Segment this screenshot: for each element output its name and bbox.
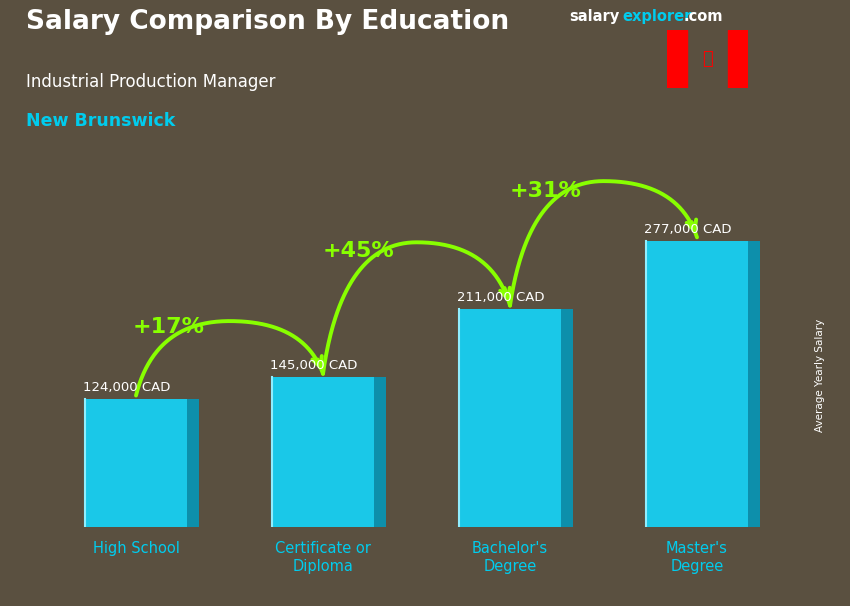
- Text: New Brunswick: New Brunswick: [26, 112, 175, 130]
- Polygon shape: [84, 399, 187, 527]
- Text: Certificate or
Diploma: Certificate or Diploma: [275, 541, 371, 574]
- Text: Bachelor's
Degree: Bachelor's Degree: [472, 541, 548, 574]
- Text: salary: salary: [570, 9, 620, 24]
- Text: High School: High School: [93, 541, 179, 556]
- Polygon shape: [459, 309, 561, 527]
- Polygon shape: [271, 378, 374, 527]
- Text: 277,000 CAD: 277,000 CAD: [644, 222, 731, 236]
- Text: +17%: +17%: [133, 318, 205, 338]
- Text: Salary Comparison By Education: Salary Comparison By Education: [26, 9, 508, 35]
- Polygon shape: [646, 241, 748, 527]
- Text: .com: .com: [683, 9, 722, 24]
- Text: +45%: +45%: [323, 241, 394, 261]
- Text: explorer: explorer: [622, 9, 692, 24]
- Text: 124,000 CAD: 124,000 CAD: [83, 381, 170, 394]
- Polygon shape: [728, 30, 748, 88]
- Polygon shape: [374, 378, 386, 527]
- Polygon shape: [561, 309, 573, 527]
- Polygon shape: [667, 30, 688, 88]
- Polygon shape: [187, 399, 199, 527]
- Text: 🍁: 🍁: [702, 50, 713, 68]
- Text: Average Yearly Salary: Average Yearly Salary: [815, 319, 825, 432]
- Text: 145,000 CAD: 145,000 CAD: [270, 359, 357, 372]
- Text: Master's
Degree: Master's Degree: [666, 541, 728, 574]
- Text: +31%: +31%: [510, 182, 581, 202]
- Text: 211,000 CAD: 211,000 CAD: [457, 291, 544, 304]
- Text: Industrial Production Manager: Industrial Production Manager: [26, 73, 275, 91]
- Polygon shape: [748, 241, 760, 527]
